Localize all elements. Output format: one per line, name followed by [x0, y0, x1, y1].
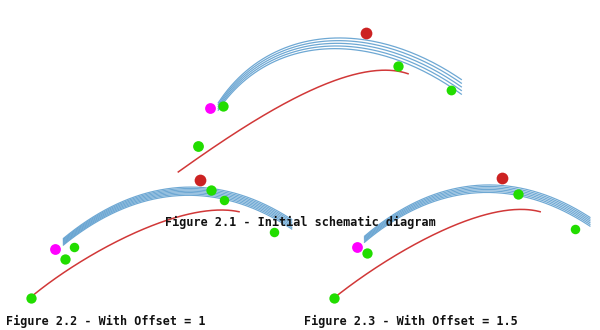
Point — [362, 30, 371, 36]
Point — [514, 192, 523, 197]
Point — [393, 63, 403, 68]
Point — [497, 175, 507, 181]
Point — [446, 87, 456, 93]
Point — [571, 227, 580, 232]
Point — [218, 104, 228, 109]
Point — [329, 295, 338, 301]
Point — [50, 247, 59, 252]
Point — [195, 178, 205, 183]
Text: Figure 2.3 - With Offset = 1.5: Figure 2.3 - With Offset = 1.5 — [304, 315, 518, 328]
Text: Figure 2.2 - With Offset = 1: Figure 2.2 - With Offset = 1 — [6, 315, 205, 328]
Text: Figure 2.1 - Initial schematic diagram: Figure 2.1 - Initial schematic diagram — [164, 216, 436, 229]
Point — [69, 244, 79, 249]
Point — [352, 244, 362, 249]
Point — [220, 198, 229, 203]
Point — [26, 295, 36, 301]
Point — [193, 143, 203, 148]
Point — [362, 250, 372, 256]
Point — [60, 257, 70, 262]
Point — [269, 229, 279, 234]
Point — [206, 188, 216, 193]
Point — [205, 106, 215, 111]
